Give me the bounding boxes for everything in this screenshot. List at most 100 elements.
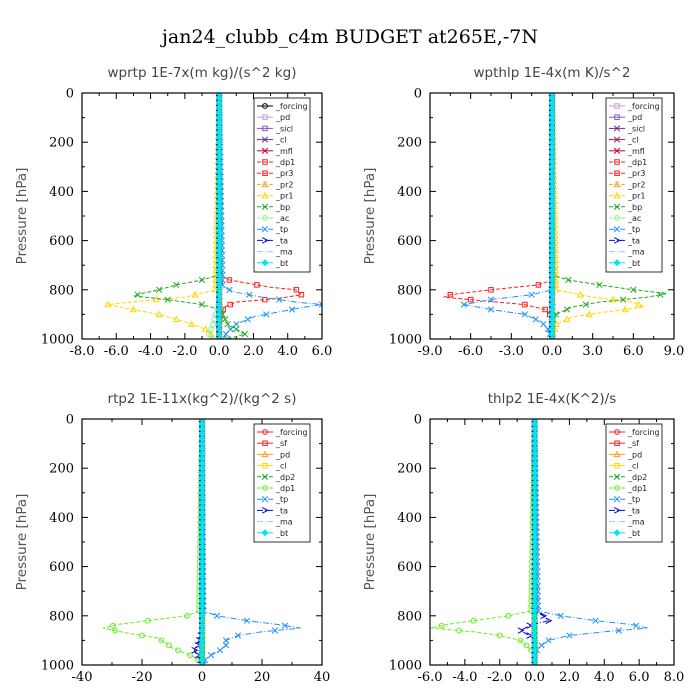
x-tick-label: 40: [314, 670, 331, 685]
legend-marker: [261, 147, 269, 154]
legend-marker: [261, 259, 269, 267]
legend-marker: [261, 191, 269, 199]
legend-marker: [261, 450, 269, 458]
series-point: [540, 321, 547, 328]
budget-panel-1: wprtp 1E-7x(m kg)/(s^2 kg) Pressure [hPa]…: [14, 65, 332, 359]
series-point: [226, 277, 233, 283]
y-tick-label: 1000: [389, 659, 422, 674]
series-point: [164, 296, 171, 303]
legend-label: _tp: [627, 495, 640, 504]
legend-marker: [262, 440, 268, 446]
series-line: [102, 419, 203, 665]
series-point: [467, 296, 474, 303]
legend-marker: [262, 159, 268, 165]
series-point: [281, 622, 289, 629]
y-tick-label: 0: [414, 87, 422, 102]
y-tick-label: 0: [414, 413, 422, 428]
legend-label: _pd: [627, 113, 642, 122]
x-tick-label: 9.0: [664, 344, 685, 359]
legend-label: _pr2: [275, 180, 293, 189]
plot-area: [104, 93, 322, 339]
legend-marker: [261, 529, 269, 537]
legend-label: _sicl: [627, 124, 645, 133]
legend-marker: [262, 485, 268, 491]
series-point: [233, 326, 240, 333]
legend: _forcing _sf _pd _cl _dp2 _dp1 _tp _ta _ma _bt: [605, 423, 663, 543]
series-point: [528, 291, 535, 298]
series-point: [227, 326, 234, 333]
series-point: [224, 321, 231, 328]
x-tick-label: 0: [198, 670, 206, 685]
x-tick-label: 3.0: [582, 344, 603, 359]
plot-frame: [81, 418, 323, 666]
legend-label: _bt: [627, 259, 640, 268]
series-point: [241, 330, 249, 338]
legend-label: _tp: [275, 225, 288, 234]
series-point: [166, 642, 172, 649]
y-tick-label: 800: [49, 283, 74, 298]
series-point: [173, 281, 180, 289]
legend-label: _ma: [275, 518, 293, 527]
series-point: [532, 316, 539, 323]
legend-label: _cl: [627, 462, 639, 471]
y-tick-label: 600: [49, 560, 74, 575]
series_bt: [215, 93, 223, 339]
series-line: [534, 419, 649, 665]
legend-marker: [613, 180, 621, 188]
legend-marker: [613, 203, 621, 210]
legend-label: _pr1: [627, 192, 645, 201]
legend-label: _dp2: [627, 473, 647, 482]
series-point: [158, 637, 165, 644]
series-point: [245, 291, 253, 298]
series-point: [620, 296, 627, 303]
series-point: [175, 647, 181, 654]
legend: _forcing _pd _sicl _cl _mfl _dp1 _pr3 _pr2 _pr1 _…: [605, 97, 663, 273]
series-point: [438, 622, 445, 629]
series_bt: [548, 93, 556, 339]
series-point: [522, 301, 528, 308]
y-tick-label: 800: [49, 609, 74, 624]
series-point: [447, 291, 454, 298]
series_pr1: [104, 93, 223, 339]
series-point: [263, 311, 270, 318]
legend-label: _cl: [275, 136, 287, 145]
y-tick-label: 800: [397, 283, 422, 298]
legend-marker: [614, 485, 620, 491]
legend-marker: [613, 191, 621, 199]
series-point: [155, 286, 163, 293]
legend-label: _mfl: [275, 147, 293, 156]
series-line: [463, 93, 553, 339]
series-point: [191, 290, 199, 298]
legend-marker: [613, 507, 621, 514]
series-point: [545, 637, 552, 644]
legend-label: _pd: [627, 450, 642, 459]
legend-label: _bt: [275, 529, 288, 538]
x-tick-label: 8.0: [664, 670, 685, 685]
legend-label: _pr3: [627, 169, 645, 178]
series_pr3: [443, 93, 555, 339]
legend-marker: [262, 462, 268, 469]
legend-label: _dp1: [275, 158, 295, 167]
legend-label: _forcing: [627, 428, 660, 437]
series-point: [244, 316, 251, 323]
legend-label: _pd: [275, 113, 290, 122]
legend-label: _pr2: [627, 180, 645, 189]
y-tick-label: 200: [397, 462, 422, 477]
x-tick-label: 4.0: [594, 670, 615, 685]
legend-marker: [613, 136, 621, 143]
x-tick-label: 0.0: [542, 344, 563, 359]
y-tick-label: 200: [397, 136, 422, 151]
budget-panel-2: wpthlp 1E-4x(m K)/s^2 Pressure [hPa] 0 200 4…: [362, 65, 684, 359]
series-point: [155, 310, 163, 318]
legend-label: _dp1: [627, 484, 647, 493]
legend-label: _sf: [627, 439, 639, 448]
legend-label: _tp: [275, 495, 288, 504]
x-tick-label: -9.0: [417, 344, 442, 359]
legend-marker: [262, 103, 268, 109]
legend-label: _ma: [627, 248, 645, 257]
series-point: [609, 295, 617, 303]
legend-label: _ac: [627, 214, 641, 223]
x-tick-label: -2.0: [487, 670, 512, 685]
series-point: [191, 646, 199, 654]
